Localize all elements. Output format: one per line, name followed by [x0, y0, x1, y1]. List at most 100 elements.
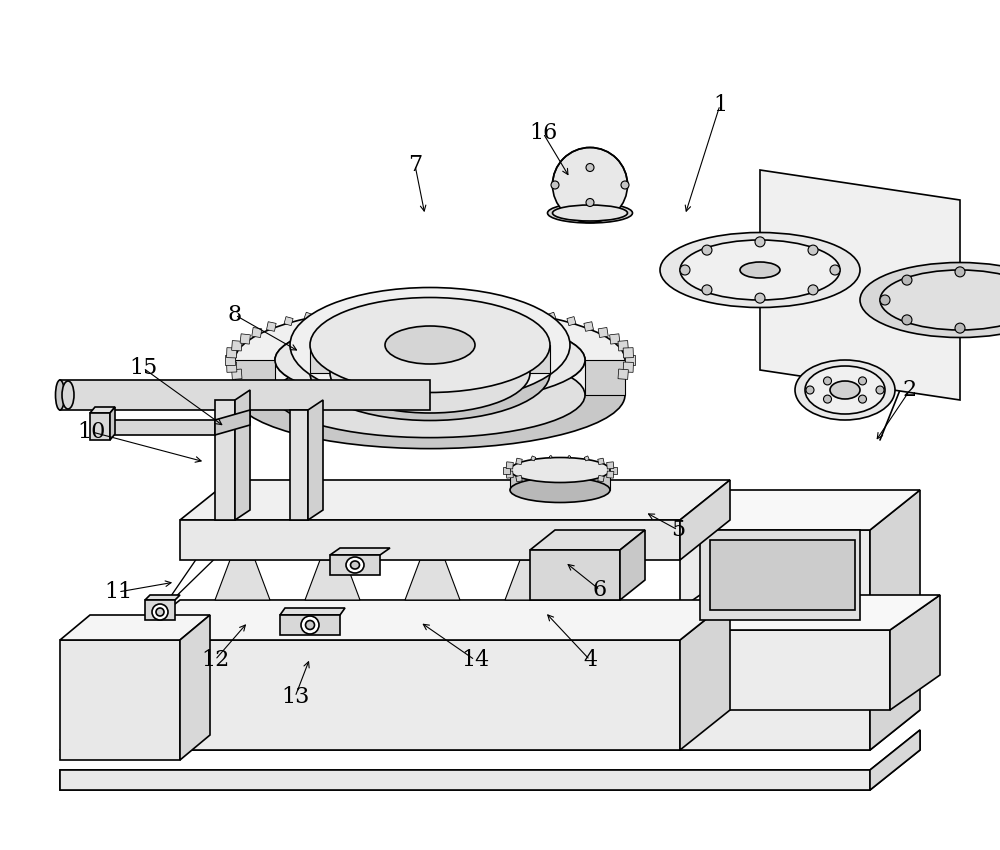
Ellipse shape [152, 604, 168, 620]
Ellipse shape [740, 262, 780, 278]
Polygon shape [598, 327, 608, 337]
Polygon shape [227, 348, 237, 358]
Circle shape [824, 395, 832, 403]
Circle shape [702, 285, 712, 295]
Polygon shape [526, 309, 534, 316]
Polygon shape [235, 390, 250, 520]
Text: 10: 10 [78, 421, 106, 443]
Circle shape [830, 265, 840, 275]
Ellipse shape [660, 233, 860, 308]
Ellipse shape [275, 353, 585, 438]
Polygon shape [305, 560, 360, 600]
Polygon shape [505, 560, 560, 600]
Polygon shape [584, 321, 593, 332]
Polygon shape [110, 407, 115, 440]
Polygon shape [232, 369, 242, 379]
Polygon shape [607, 471, 614, 479]
Circle shape [586, 199, 594, 207]
Polygon shape [215, 410, 250, 435]
Ellipse shape [805, 366, 885, 414]
Circle shape [755, 237, 765, 246]
Polygon shape [503, 306, 510, 312]
Ellipse shape [306, 620, 314, 630]
Circle shape [858, 395, 866, 403]
Polygon shape [180, 520, 680, 560]
Circle shape [902, 314, 912, 325]
Polygon shape [650, 630, 890, 710]
Ellipse shape [290, 287, 570, 403]
Polygon shape [240, 334, 250, 344]
Polygon shape [304, 312, 312, 320]
Ellipse shape [235, 342, 625, 449]
Circle shape [755, 293, 765, 303]
Polygon shape [618, 369, 628, 379]
Polygon shape [215, 400, 235, 520]
Circle shape [858, 377, 866, 385]
Polygon shape [650, 595, 940, 630]
Polygon shape [376, 304, 381, 309]
Circle shape [621, 181, 629, 189]
Polygon shape [326, 309, 334, 316]
Polygon shape [454, 303, 458, 308]
Polygon shape [232, 341, 242, 351]
Polygon shape [100, 420, 215, 435]
Ellipse shape [351, 561, 360, 569]
Polygon shape [402, 303, 406, 308]
Polygon shape [890, 595, 940, 710]
Polygon shape [180, 615, 210, 760]
Polygon shape [623, 348, 633, 358]
Text: 5: 5 [671, 519, 685, 541]
Polygon shape [227, 362, 237, 372]
Polygon shape [60, 770, 870, 790]
Polygon shape [870, 730, 920, 790]
Polygon shape [180, 480, 730, 520]
Circle shape [702, 245, 712, 255]
Circle shape [551, 181, 559, 189]
Ellipse shape [860, 263, 1000, 337]
Ellipse shape [795, 360, 895, 420]
Polygon shape [568, 456, 571, 458]
Text: 7: 7 [408, 154, 422, 176]
Polygon shape [506, 462, 513, 469]
Ellipse shape [346, 557, 364, 573]
Ellipse shape [275, 317, 585, 403]
Polygon shape [60, 710, 920, 750]
Ellipse shape [275, 317, 585, 403]
Circle shape [806, 386, 814, 394]
Ellipse shape [880, 270, 1000, 330]
Ellipse shape [62, 381, 74, 409]
Text: 1: 1 [713, 94, 727, 116]
Text: 13: 13 [281, 686, 309, 708]
Polygon shape [607, 462, 614, 469]
Polygon shape [620, 530, 645, 600]
Text: 11: 11 [104, 581, 132, 603]
Polygon shape [280, 608, 345, 615]
Circle shape [902, 275, 912, 285]
Polygon shape [503, 467, 510, 473]
Polygon shape [479, 304, 484, 309]
Text: 8: 8 [228, 304, 242, 326]
Circle shape [808, 285, 818, 295]
Polygon shape [760, 170, 960, 400]
Text: 15: 15 [129, 357, 157, 379]
Circle shape [586, 163, 594, 172]
Polygon shape [130, 600, 730, 640]
Ellipse shape [510, 457, 610, 483]
Ellipse shape [680, 240, 840, 300]
Polygon shape [90, 407, 115, 413]
Polygon shape [710, 540, 855, 610]
Polygon shape [510, 470, 610, 490]
Polygon shape [623, 362, 633, 372]
Polygon shape [585, 360, 625, 395]
Polygon shape [516, 458, 522, 465]
Polygon shape [330, 555, 380, 575]
Polygon shape [531, 456, 536, 461]
Polygon shape [60, 640, 180, 760]
Polygon shape [145, 600, 175, 620]
Ellipse shape [510, 478, 610, 502]
Circle shape [955, 323, 965, 333]
Polygon shape [145, 595, 180, 600]
Polygon shape [60, 615, 210, 640]
Ellipse shape [156, 608, 164, 616]
Ellipse shape [310, 326, 550, 421]
